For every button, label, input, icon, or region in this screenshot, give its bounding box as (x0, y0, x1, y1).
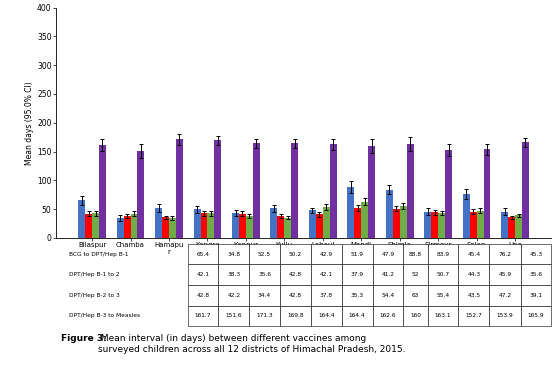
Bar (92, 213, 99, 238)
Bar (201, 213, 207, 238)
Bar (162, 218, 169, 238)
Bar (155, 208, 162, 238)
Bar (501, 212, 508, 238)
Bar (214, 140, 221, 238)
Bar (463, 194, 470, 238)
Bar (368, 146, 375, 238)
Bar (470, 211, 477, 238)
Bar (207, 213, 214, 238)
Bar (361, 202, 368, 238)
Bar (515, 216, 522, 238)
Bar (316, 214, 323, 238)
Bar (330, 144, 336, 238)
Bar (291, 143, 298, 238)
Bar (522, 143, 529, 238)
Bar (138, 151, 144, 238)
Bar (253, 143, 260, 238)
Bar (400, 206, 407, 238)
Bar (130, 214, 138, 238)
Bar (354, 208, 361, 238)
Bar (116, 218, 124, 238)
Text: Mean interval (in days) between different vaccines among
surveyed children acros: Mean interval (in days) between differen… (98, 334, 405, 354)
Bar (246, 216, 253, 238)
Y-axis label: Mean days (95.0% CI): Mean days (95.0% CI) (25, 81, 34, 165)
Bar (284, 218, 291, 238)
Bar (239, 214, 246, 238)
Bar (169, 218, 176, 238)
Bar (99, 145, 106, 238)
Bar (407, 144, 413, 238)
Bar (277, 216, 284, 238)
Bar (232, 213, 239, 238)
Bar (386, 190, 393, 238)
Bar (176, 139, 183, 238)
Bar (393, 209, 400, 238)
Text: Figure 3:: Figure 3: (61, 334, 106, 343)
Bar (508, 218, 515, 238)
Bar (445, 150, 452, 238)
Bar (424, 212, 431, 238)
Bar (124, 216, 130, 238)
Bar (431, 213, 438, 238)
Bar (271, 208, 277, 238)
Bar (309, 210, 316, 238)
Bar (323, 207, 330, 238)
Bar (477, 211, 483, 238)
Bar (78, 200, 85, 238)
Bar (348, 187, 354, 238)
Bar (483, 149, 491, 238)
Bar (194, 209, 201, 238)
Bar (85, 214, 92, 238)
Bar (438, 213, 445, 238)
